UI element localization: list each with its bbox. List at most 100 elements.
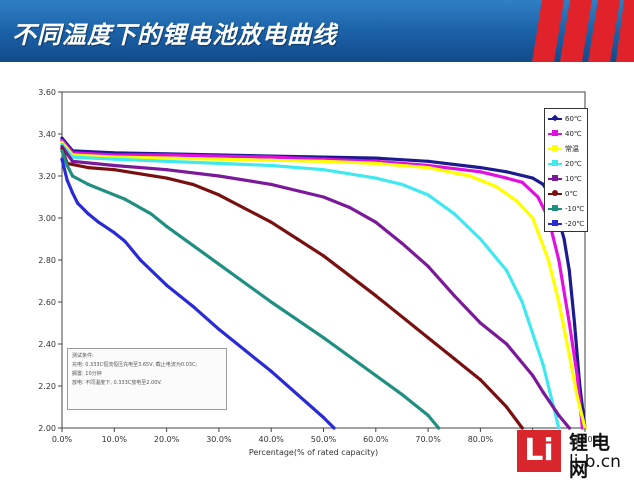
- data-point: [541, 182, 545, 186]
- data-point: [557, 426, 561, 430]
- data-point: [567, 268, 571, 273]
- data-point: [436, 426, 441, 430]
- data-point: [557, 258, 561, 262]
- data-point: [217, 262, 221, 266]
- data-point: [165, 283, 169, 287]
- legend-marker: [552, 160, 558, 166]
- data-point: [269, 220, 273, 224]
- data-point: [321, 254, 326, 258]
- data-point: [321, 195, 326, 199]
- data-point: [123, 197, 127, 201]
- data-point: [112, 168, 116, 172]
- data-point: [269, 158, 273, 162]
- data-point: [567, 352, 571, 357]
- y-tick-label: 2.80: [38, 256, 56, 265]
- data-point: [112, 157, 116, 161]
- data-point: [374, 161, 378, 165]
- data-point: [70, 159, 75, 163]
- chart-legend: 60℃ 40℃ 常温 20℃ 10℃ 0℃ -10℃ -20℃: [544, 108, 588, 232]
- data-point: [86, 182, 90, 186]
- data-point: [520, 426, 524, 430]
- data-point: [70, 174, 75, 178]
- data-point: [557, 413, 561, 417]
- data-point: [191, 304, 195, 308]
- y-tick-label: 3.00: [38, 214, 56, 223]
- data-point: [400, 182, 404, 186]
- data-point: [400, 392, 404, 396]
- data-point: [374, 220, 378, 224]
- data-point: [531, 176, 535, 180]
- legend-marker: [552, 205, 558, 211]
- legend-item: 常温: [548, 143, 588, 155]
- data-point: [269, 182, 273, 186]
- data-point: [76, 201, 80, 205]
- decorative-stripes: [532, 0, 634, 62]
- x-tick-label: 50.0%: [311, 435, 337, 444]
- data-point: [217, 161, 221, 165]
- data-point: [138, 258, 143, 262]
- legend-item: 10℃: [548, 173, 588, 185]
- data-point: [374, 176, 378, 180]
- y-tick-label: 2.20: [38, 382, 56, 391]
- data-point: [426, 336, 430, 340]
- logo-mark: Li: [517, 430, 561, 472]
- data-point: [269, 369, 273, 373]
- data-point: [468, 174, 472, 178]
- data-point: [269, 300, 273, 304]
- y-tick-label: 2.00: [38, 424, 56, 433]
- data-point: [504, 405, 509, 409]
- data-point: [217, 174, 221, 178]
- data-point: [102, 189, 106, 193]
- series-line: [60, 138, 585, 430]
- y-tick-label: 2.40: [38, 340, 56, 349]
- x-tick-label: 40.0%: [258, 435, 284, 444]
- data-point: [426, 159, 430, 163]
- data-point: [65, 178, 69, 182]
- x-tick-label: 0.0%: [52, 435, 73, 444]
- data-point: [575, 373, 579, 378]
- test-conditions-note: 测试条件: 充电: 0.333C恒流恒压充电至3.65V, 截止电流为0.03C…: [67, 348, 227, 410]
- legend-marker: [552, 175, 558, 181]
- data-point: [504, 170, 509, 174]
- legend-label: -20℃: [565, 220, 585, 228]
- data-point: [400, 241, 404, 245]
- data-point: [520, 300, 524, 304]
- x-tick-label: 60.0%: [363, 435, 389, 444]
- x-tick-label: 30.0%: [206, 435, 232, 444]
- data-point: [321, 168, 326, 172]
- data-point: [575, 394, 579, 399]
- x-axis-label: Percentage(% of rated capacity): [249, 448, 378, 457]
- data-point: [269, 155, 273, 159]
- series-line: [60, 147, 524, 430]
- series-line: [60, 140, 587, 430]
- data-point: [478, 166, 482, 170]
- title-banner: 不同温度下的锂电池放电曲线: [0, 0, 634, 62]
- data-point: [165, 153, 169, 157]
- data-point: [374, 373, 378, 378]
- data-point: [191, 182, 195, 186]
- data-point: [478, 378, 482, 382]
- note-line: 充电: 0.333C恒流恒压充电至3.65V, 截止电流为0.03C;: [72, 362, 198, 368]
- legend-item: -10℃: [548, 203, 588, 215]
- note-line: 放电: 不同温度下, 0.333C放电至2.00V.: [72, 380, 162, 386]
- series-line: [60, 145, 571, 430]
- legend-item: 60℃: [548, 113, 588, 125]
- data-point: [217, 327, 221, 331]
- data-point: [541, 363, 545, 367]
- data-point: [531, 331, 535, 336]
- legend-item: -20℃: [548, 218, 588, 230]
- data-point: [112, 231, 116, 235]
- data-point: [295, 392, 299, 396]
- data-point: [332, 426, 336, 430]
- legend-label: 10℃: [565, 175, 582, 183]
- data-point: [65, 163, 69, 168]
- data-point: [515, 199, 519, 203]
- legend-marker: [552, 220, 558, 226]
- data-point: [504, 176, 509, 180]
- data-point: [572, 321, 577, 325]
- data-point: [243, 348, 247, 352]
- logo-url: li-b.cn: [569, 452, 621, 472]
- data-point: [165, 168, 169, 172]
- data-point: [478, 170, 482, 174]
- y-tick-label: 3.40: [38, 130, 56, 139]
